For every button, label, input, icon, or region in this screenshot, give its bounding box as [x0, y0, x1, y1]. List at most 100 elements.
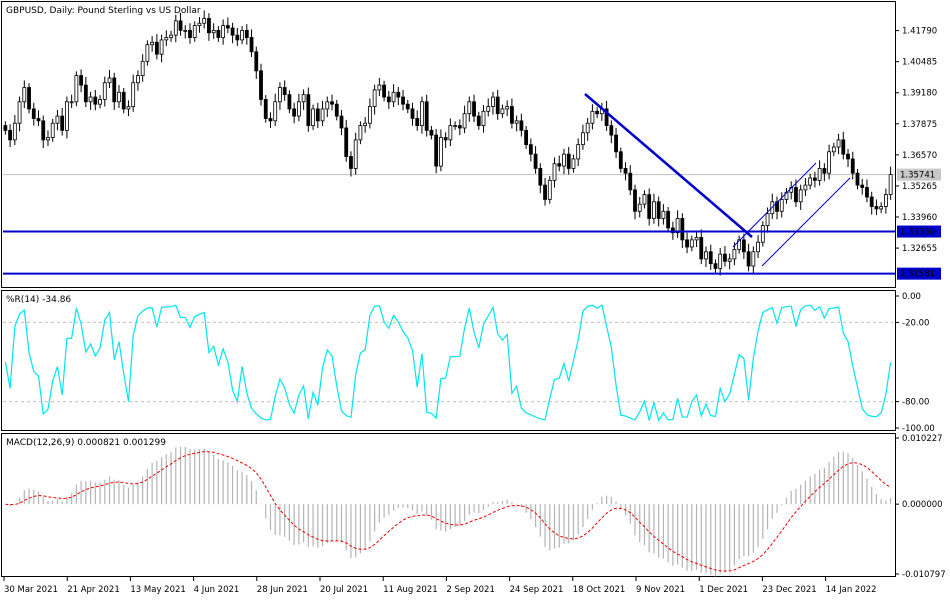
candle-body — [173, 20, 178, 36]
candle-body — [382, 84, 386, 98]
candle-body — [827, 151, 831, 174]
williams-r-line — [4, 304, 892, 422]
candle-body — [278, 87, 282, 103]
candle-body — [221, 25, 226, 38]
drawn-trendlines — [3, 93, 895, 275]
macd-panel-frame — [1, 433, 896, 577]
candle-body — [576, 144, 581, 160]
candle-body — [353, 139, 358, 169]
price-tick-label: 1.41790 — [902, 27, 937, 37]
candle-body — [472, 101, 476, 117]
candle-body — [874, 206, 879, 210]
downtrend-line — [584, 93, 753, 238]
candle-body — [656, 201, 661, 219]
price-tick-label: 1.32655 — [902, 244, 937, 254]
candle-body — [462, 113, 467, 129]
macd-tick-label: 0.010227 — [902, 434, 943, 444]
current-price-label-box — [897, 168, 941, 181]
candle-body — [723, 253, 727, 262]
candle-body — [197, 22, 202, 27]
candle-body — [301, 94, 306, 103]
candle-body — [344, 127, 349, 157]
candle-body — [296, 101, 301, 117]
price-panel-frame — [1, 1, 896, 288]
candle-body — [732, 248, 737, 260]
candle-body — [244, 29, 249, 38]
candle-body — [287, 94, 292, 110]
candle-body — [860, 184, 865, 188]
candle-body — [510, 106, 514, 124]
candle-body — [320, 108, 325, 122]
candle-body — [136, 75, 140, 84]
date-tick-label: 23 Dec 2021 — [762, 585, 816, 595]
candle-body — [708, 251, 713, 265]
candle-body — [817, 168, 822, 181]
date-tick-label: 30 Mar 2021 — [4, 585, 58, 595]
candle-body — [60, 115, 65, 131]
support-lower-label-box — [897, 267, 941, 280]
candle-body — [614, 134, 618, 153]
candle-body — [249, 37, 254, 53]
candle-body — [358, 125, 363, 141]
candle-body — [377, 84, 382, 91]
candle-body — [689, 239, 694, 248]
candle-body — [41, 120, 46, 141]
price-tick-label: 1.40485 — [902, 58, 937, 68]
price-tick-label: 1.35265 — [902, 182, 937, 192]
channel-line-upper — [732, 162, 817, 248]
candle-body — [401, 96, 405, 105]
candle-body — [17, 101, 22, 124]
candle-body — [760, 225, 765, 243]
current-price-label: 1.35741 — [900, 171, 935, 181]
candle-body — [453, 125, 458, 127]
candle-body — [718, 253, 723, 269]
candle-body — [420, 101, 424, 126]
candle-body — [36, 118, 41, 122]
candle-body — [457, 125, 462, 129]
williams-tick-label: -100.00 — [902, 424, 935, 434]
candle-body — [822, 168, 827, 174]
candle-body — [3, 125, 8, 131]
date-tick-label: 18 Oct 2021 — [573, 585, 626, 595]
candle-body — [495, 96, 500, 115]
date-tick-label: 14 Jan 2022 — [826, 585, 877, 595]
candle-body — [50, 122, 55, 138]
candle-body — [505, 106, 510, 110]
candle-body — [306, 94, 311, 126]
date-tick-label: 11 Aug 2021 — [383, 585, 437, 595]
price-tick-label: 1.36570 — [902, 151, 937, 161]
candle-body — [164, 37, 169, 41]
candle-body — [448, 125, 453, 141]
candle-body — [741, 239, 746, 253]
candle-body — [438, 137, 443, 167]
macd-series — [5, 446, 892, 577]
candle-body — [850, 158, 855, 174]
candle-body — [240, 29, 244, 41]
candle-body — [230, 27, 235, 36]
price-series — [3, 10, 895, 276]
date-tick-label: 1 Dec 2021 — [699, 585, 748, 595]
williams-tick-label: 0.00 — [902, 292, 921, 302]
candle-body — [699, 237, 704, 260]
candle-body — [500, 108, 505, 115]
candle-body — [46, 137, 50, 141]
candle-body — [424, 101, 429, 131]
candle-body — [268, 118, 273, 122]
candle-body — [727, 258, 732, 262]
price-tick-label: 1.39180 — [902, 89, 937, 99]
candle-body — [263, 99, 268, 119]
candle-body — [79, 75, 84, 86]
candle-body — [159, 39, 164, 55]
candle-body — [557, 163, 562, 167]
macd-panel-label: MACD(12,26,9) 0.000821 0.001299 — [6, 438, 166, 448]
candle-body — [779, 198, 784, 212]
candle-body — [836, 139, 841, 148]
candle-body — [562, 153, 566, 167]
date-tick-label: 2 Sep 2021 — [446, 585, 494, 595]
support-upper-label: 1.33350 — [900, 228, 935, 238]
candle-body — [666, 210, 671, 229]
candle-body — [325, 101, 330, 110]
support-upper-label-box — [897, 225, 941, 238]
candle-body — [467, 101, 472, 115]
